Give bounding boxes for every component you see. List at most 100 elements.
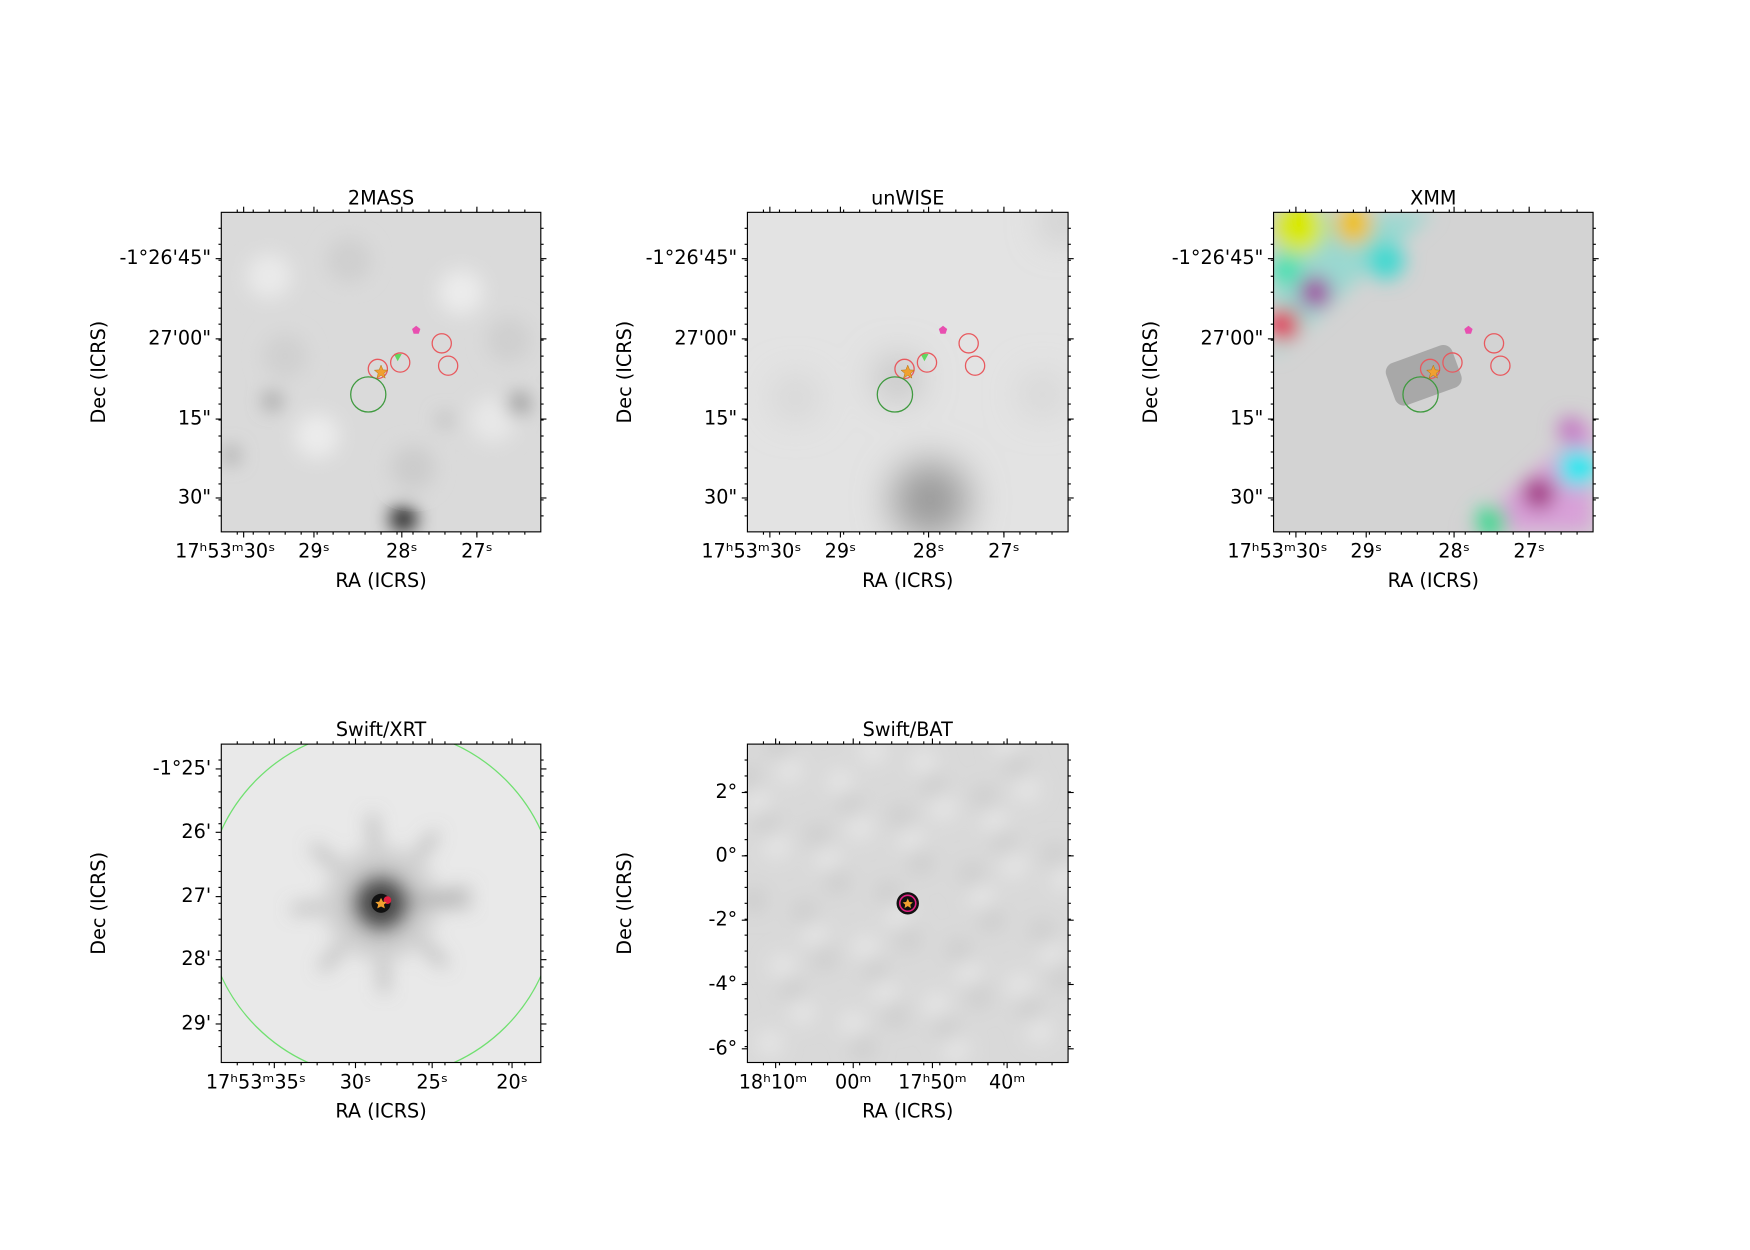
x-tick-label: 17ʰ53ᵐ35ˢ xyxy=(206,1070,306,1093)
image-texture xyxy=(222,237,532,532)
noise-blob xyxy=(779,976,806,1003)
noise-blob xyxy=(971,785,998,811)
region-circle xyxy=(437,355,459,376)
star-marker xyxy=(375,897,387,909)
triangle-marker xyxy=(920,353,929,362)
x-tick-label: 27ˢ xyxy=(461,540,493,563)
noise-blob xyxy=(1026,1017,1053,1044)
x-tick-label: 25ˢ xyxy=(416,1070,448,1093)
region-circle xyxy=(958,333,979,354)
x-tick-label: 20ˢ xyxy=(496,1070,528,1093)
region-circle xyxy=(350,376,387,413)
noise-blob xyxy=(262,333,308,379)
x-tick-label: 30ˢ xyxy=(340,1070,372,1093)
y-tick-label: -4° xyxy=(709,972,738,995)
x-tick-label: 18ʰ10ᵐ xyxy=(739,1070,808,1093)
noise-blob xyxy=(747,887,767,913)
noise-blob xyxy=(946,938,972,964)
noise-blob xyxy=(968,884,995,910)
noise-blob xyxy=(840,1011,867,1038)
noise-blob xyxy=(853,935,879,961)
flux-blob xyxy=(1366,241,1405,280)
region-circle xyxy=(894,358,915,380)
noise-blob xyxy=(1007,973,1033,999)
y-tick-label: 29' xyxy=(181,1011,211,1034)
y-tick-label: 15" xyxy=(704,407,737,430)
y-tick-label: 28' xyxy=(181,947,211,970)
noise-blob xyxy=(747,788,770,815)
noise-blob xyxy=(814,845,841,872)
y-tick-label: 26' xyxy=(181,820,211,843)
noise-blob xyxy=(1042,842,1069,869)
noise-blob xyxy=(246,253,292,299)
panel-title: XMM xyxy=(1410,186,1456,209)
noise-blob xyxy=(1000,852,1027,878)
y-tick-label: -1°26'45" xyxy=(1172,246,1264,269)
region-circle xyxy=(389,352,411,373)
star-marker xyxy=(1425,364,1441,379)
noise-blob xyxy=(898,826,924,853)
region-circle xyxy=(1402,376,1439,413)
y-tick-label: 27'00" xyxy=(1200,326,1263,349)
panel: Swift/XRT RA (ICRS) Dec (ICRS) 17ʰ53ᵐ35ˢ 30ˢ… xyxy=(87,718,547,1123)
panel-title: Swift/XRT xyxy=(336,718,427,741)
x-tick-label: 28ˢ xyxy=(913,540,945,563)
region-circle xyxy=(898,894,917,913)
noise-blob xyxy=(910,750,937,776)
x-tick-label: 17ʰ53ᵐ30ˢ xyxy=(175,540,275,563)
x-tick-label: 27ˢ xyxy=(988,540,1020,563)
image-texture xyxy=(747,744,1069,1063)
star-marker xyxy=(900,364,916,379)
noise-blob xyxy=(1039,941,1065,967)
noise-blob xyxy=(763,833,790,859)
star-marker xyxy=(902,898,913,909)
noise-blob xyxy=(991,830,1017,856)
region-circle xyxy=(367,358,389,380)
noise-blob xyxy=(846,814,873,840)
noise-blob xyxy=(882,1002,908,1028)
noise-blob xyxy=(872,979,899,1006)
noise-blob xyxy=(824,868,851,894)
pentagon-marker xyxy=(1464,325,1473,334)
y-tick-label: 30" xyxy=(178,485,211,508)
x-tick-label: 17ʰ53ᵐ30ˢ xyxy=(701,540,801,563)
noise-blob xyxy=(959,861,985,888)
panel: Swift/BAT RA (ICRS) Dec (ICRS) 18ʰ10ᵐ 00ᵐ 17ʰ… xyxy=(613,718,1074,1123)
noise-blob xyxy=(978,906,1004,932)
y-axis-label: Dec (ICRS) xyxy=(613,852,636,955)
image xyxy=(747,212,1069,532)
panel: unWISE RA (ICRS) Dec (ICRS) 17ʰ53ᵐ30ˢ 29ˢ 28ˢ… xyxy=(613,186,1074,592)
x-tick-label: 28ˢ xyxy=(386,540,418,563)
flux-blob xyxy=(1273,212,1325,254)
noise-blob xyxy=(955,960,982,987)
noise-blob xyxy=(859,744,886,764)
noise-blob xyxy=(875,881,902,907)
noise-blob xyxy=(888,804,915,831)
noise-blob xyxy=(994,744,1020,757)
noise-blob xyxy=(850,1033,876,1060)
noise-blob xyxy=(470,397,516,443)
panel: 2MASS RA (ICRS) Dec (ICRS) 17ʰ53ᵐ30ˢ 29ˢ 28ˢ 2… xyxy=(87,186,547,592)
y-tick-label: 27'00" xyxy=(674,326,737,349)
y-tick-label: -1°26'45" xyxy=(646,246,738,269)
y-tick-label: -1°26'45" xyxy=(119,246,211,269)
noise-blob xyxy=(792,900,818,926)
noise-blob xyxy=(294,413,340,459)
y-axis-label: Dec (ICRS) xyxy=(613,321,636,424)
image xyxy=(221,744,541,1063)
x-axis-label: RA (ICRS) xyxy=(862,1100,953,1123)
noise-blob xyxy=(827,769,854,796)
noise-blob xyxy=(965,982,992,1009)
noise-blob xyxy=(811,944,838,971)
noise-blob xyxy=(769,954,796,980)
source-blob xyxy=(222,447,239,464)
noise-blob xyxy=(326,237,372,283)
y-tick-label: 15" xyxy=(178,407,211,430)
flux-blob xyxy=(1474,506,1507,532)
y-tick-label: 27' xyxy=(181,884,211,907)
flux-blob xyxy=(1522,477,1555,510)
y-tick-label: 30" xyxy=(1230,485,1263,508)
noise-blob xyxy=(1013,775,1040,802)
flux-blob xyxy=(1273,308,1300,341)
source-blob xyxy=(776,378,815,417)
